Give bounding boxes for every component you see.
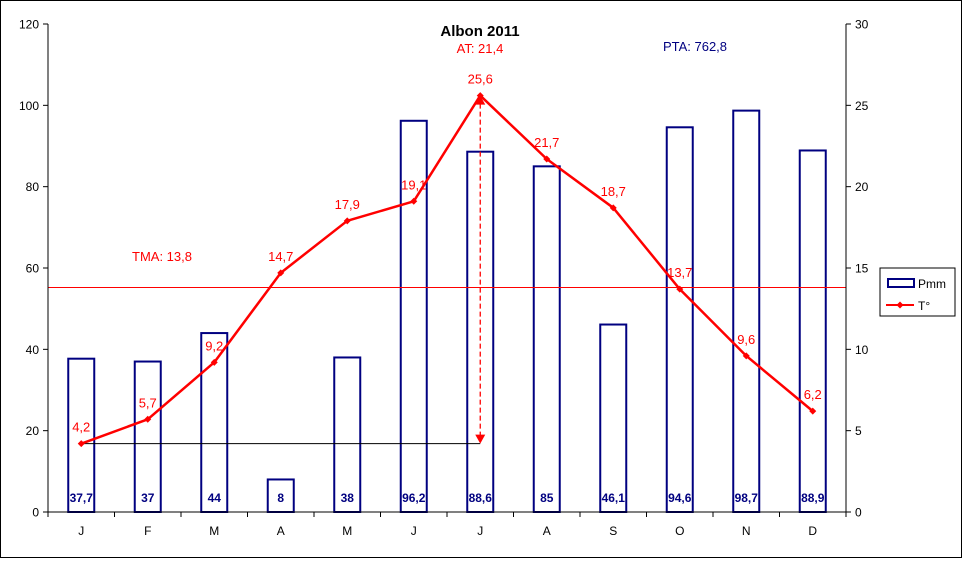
y-left-tick-label: 0 bbox=[32, 506, 39, 520]
precip-bar-label: 44 bbox=[208, 491, 222, 505]
temperature-label: 13,7 bbox=[667, 265, 692, 280]
x-tick-label: N bbox=[742, 524, 751, 538]
precip-bar bbox=[68, 359, 94, 512]
precip-bar-label: 88,6 bbox=[469, 491, 493, 505]
pta-annotation: PTA: 762,8 bbox=[663, 39, 727, 54]
x-tick-label: J bbox=[78, 524, 84, 538]
x-tick-label: M bbox=[209, 524, 219, 538]
at-annotation: AT: 21,4 bbox=[457, 41, 504, 56]
precip-bar-label: 46,1 bbox=[602, 491, 626, 505]
precip-bar bbox=[733, 111, 759, 512]
chart-title: Albon 2011 bbox=[440, 23, 519, 40]
y-left-tick-label: 120 bbox=[19, 18, 39, 32]
temperature-label: 9,6 bbox=[737, 332, 755, 347]
y-left-tick-label: 40 bbox=[26, 343, 40, 357]
y-right-tick-label: 20 bbox=[855, 180, 869, 194]
x-tick-label: S bbox=[609, 524, 617, 538]
x-tick-label: M bbox=[342, 524, 352, 538]
precip-bar bbox=[800, 150, 826, 512]
precip-bar-label: 94,6 bbox=[668, 491, 692, 505]
temperature-label: 17,9 bbox=[335, 197, 360, 212]
x-tick-label: J bbox=[477, 524, 483, 538]
tma-annotation: TMA: 13,8 bbox=[132, 249, 192, 264]
legend-label-pmm: Pmm bbox=[918, 277, 946, 291]
legend-bar-swatch bbox=[888, 279, 914, 287]
temperature-label: 9,2 bbox=[205, 338, 223, 353]
y-left-tick-label: 100 bbox=[19, 99, 39, 113]
precip-bar-label: 37 bbox=[141, 491, 155, 505]
temperature-label: 21,7 bbox=[534, 135, 559, 150]
y-right-tick-label: 15 bbox=[855, 262, 869, 276]
y-right-tick-label: 10 bbox=[855, 343, 869, 357]
precip-bar-label: 98,7 bbox=[735, 491, 759, 505]
y-left-tick-label: 20 bbox=[26, 424, 40, 438]
precip-bar-label: 96,2 bbox=[402, 491, 426, 505]
y-left-tick-label: 60 bbox=[26, 262, 40, 276]
x-tick-label: D bbox=[808, 524, 817, 538]
precip-bar-label: 38 bbox=[341, 491, 355, 505]
y-right-tick-label: 30 bbox=[855, 18, 869, 32]
temperature-label: 4,2 bbox=[72, 420, 90, 435]
temperature-label: 14,7 bbox=[268, 249, 293, 264]
y-right-tick-label: 0 bbox=[855, 506, 862, 520]
precip-bar-label: 8 bbox=[277, 491, 284, 505]
y-left-tick-label: 80 bbox=[26, 180, 40, 194]
y-right-tick-label: 5 bbox=[855, 424, 862, 438]
y-right-tick-label: 25 bbox=[855, 99, 869, 113]
precip-bar bbox=[334, 357, 360, 512]
precip-bar bbox=[600, 325, 626, 512]
x-tick-label: J bbox=[411, 524, 417, 538]
precip-bar-label: 85 bbox=[540, 491, 554, 505]
precip-bar bbox=[667, 127, 693, 512]
precip-bar bbox=[135, 362, 161, 512]
precip-bar bbox=[534, 166, 560, 512]
temperature-label: 19,1 bbox=[401, 177, 426, 192]
precip-bar-label: 88,9 bbox=[801, 491, 825, 505]
temperature-label: 25,6 bbox=[468, 72, 493, 87]
temperature-label: 5,7 bbox=[139, 395, 157, 410]
x-tick-label: F bbox=[144, 524, 151, 538]
temperature-label: 6,2 bbox=[804, 387, 822, 402]
legend: Pmm T° bbox=[880, 268, 955, 316]
precip-bar-label: 37,7 bbox=[70, 491, 94, 505]
x-tick-label: A bbox=[277, 524, 285, 538]
temperature-label: 18,7 bbox=[601, 184, 626, 199]
x-tick-label: O bbox=[675, 524, 684, 538]
legend-label-temp: T° bbox=[918, 299, 930, 313]
x-tick-label: A bbox=[543, 524, 551, 538]
